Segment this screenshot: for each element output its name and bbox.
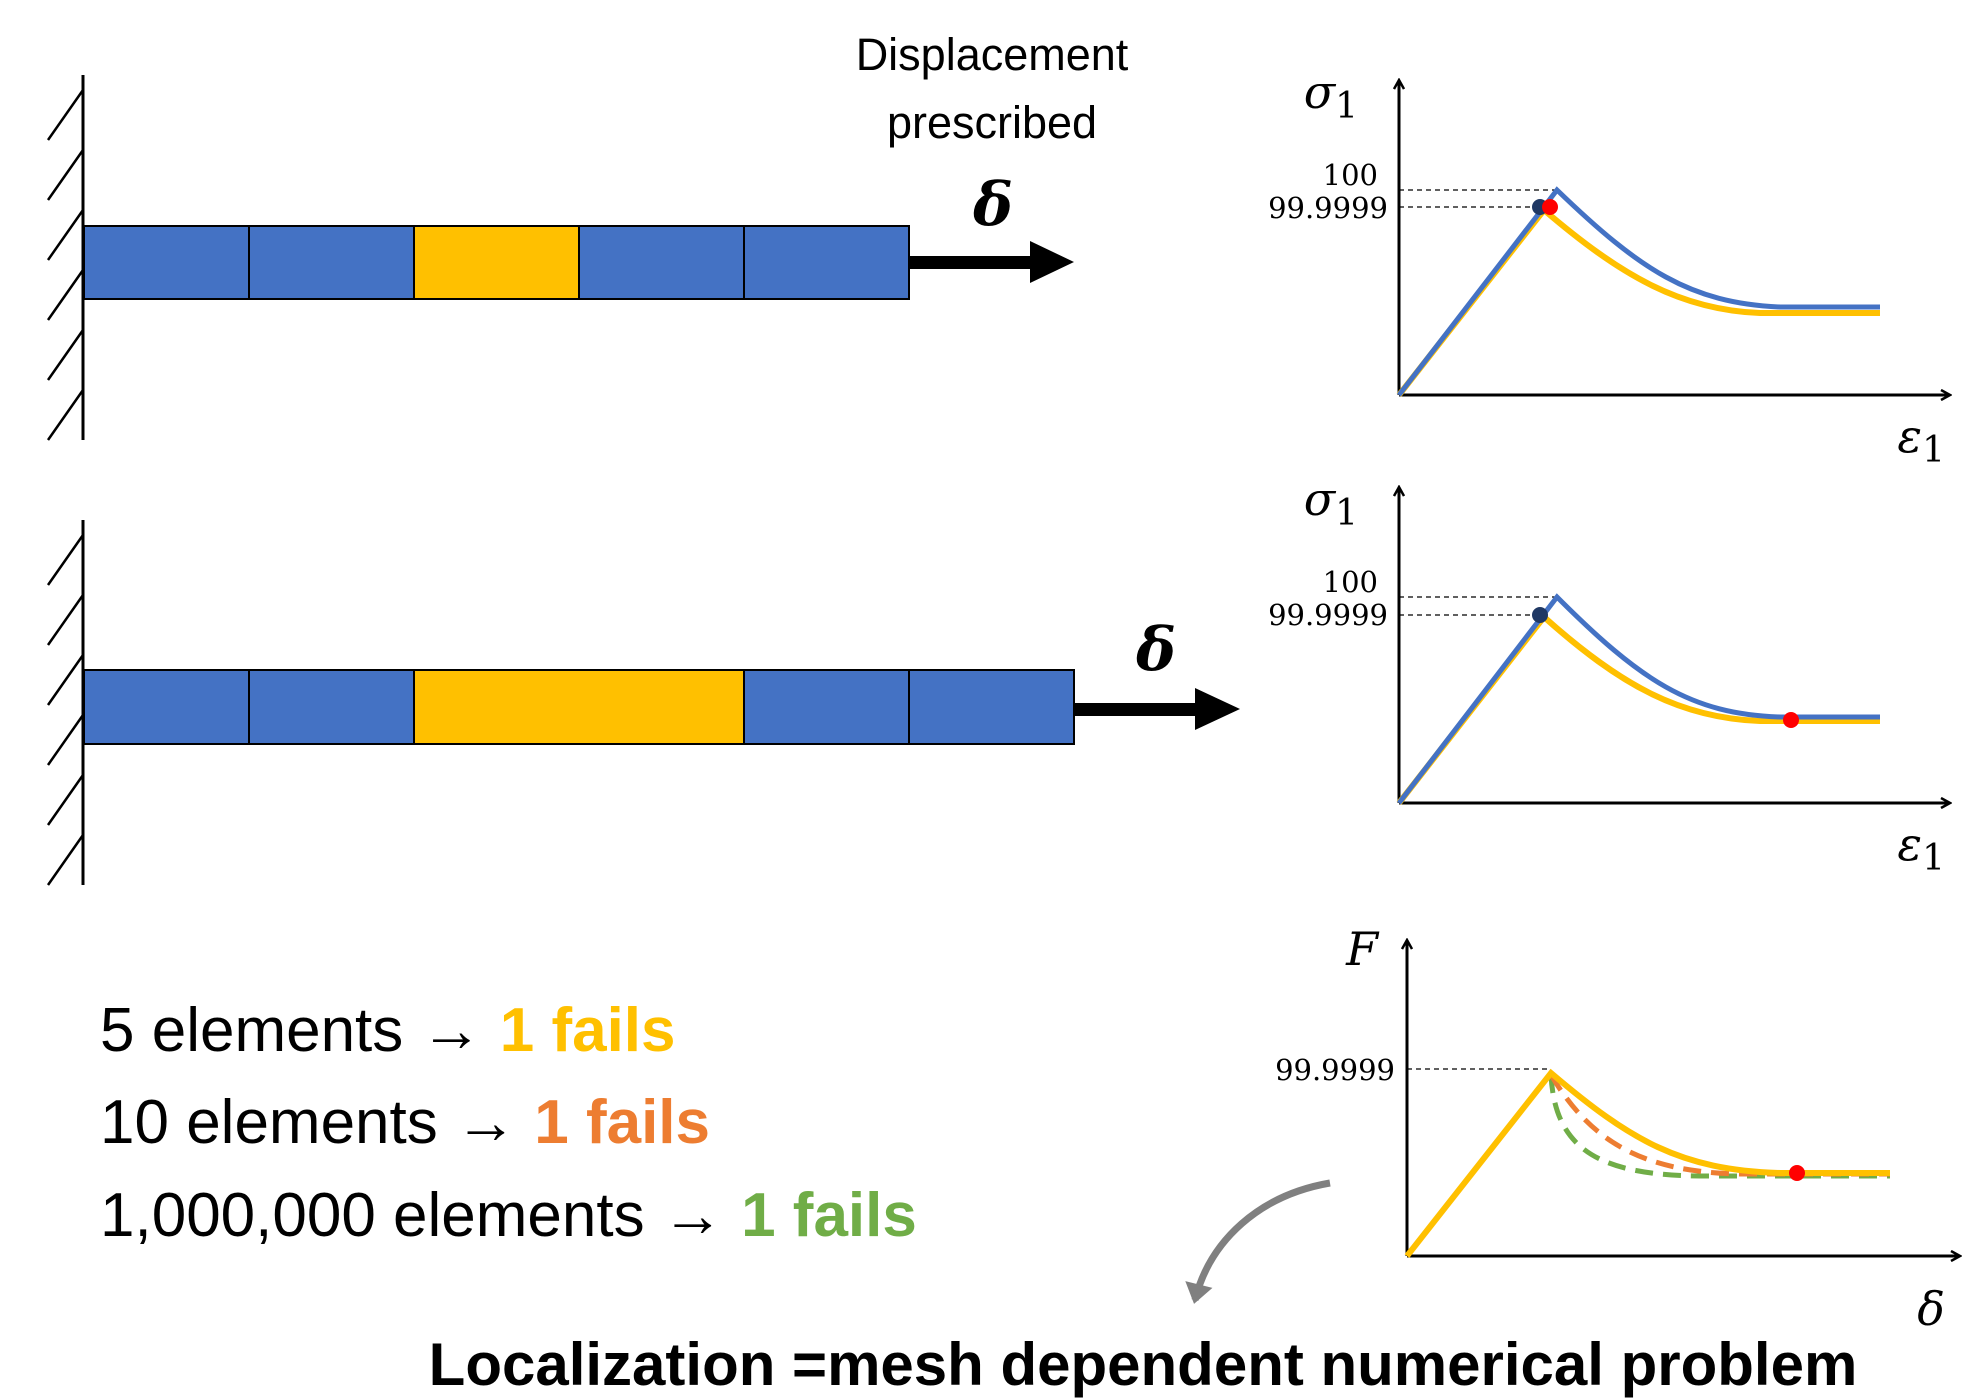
plot-top-y-label: σ1: [1304, 65, 1358, 127]
top-bar-assembly: δ Displacement prescribed: [46, 29, 1129, 441]
middle-wall-support: [46, 520, 85, 886]
middle-bar-assembly: δ: [46, 520, 1240, 886]
summary-line-5-elements: 5 elements → 1 fails: [100, 996, 676, 1065]
top-element-5: [743, 225, 910, 300]
top-bar: [83, 225, 910, 300]
middle-element-1: [83, 669, 250, 745]
plot-top-tick-99: 99.9999: [1268, 191, 1388, 225]
top-element-1: [83, 225, 250, 300]
curved-pointer-arrow: [1185, 1179, 1331, 1304]
plot-middle-point-red: [1783, 712, 1799, 728]
summary-result-3: 1 fails: [741, 1181, 917, 1250]
middle-element-4: [743, 669, 910, 745]
plot-middle-point-navy: [1532, 607, 1548, 623]
plot-top-curve-yellow: [1396, 205, 1880, 397]
top-element-2: [248, 225, 415, 300]
displacement-label-line1: Displacement: [856, 29, 1129, 80]
summary-arrow-1: →: [421, 996, 483, 1065]
plot-bottom-curve-green: [1548, 1074, 1890, 1179]
summary-result-2: 1 fails: [534, 1088, 710, 1157]
plot-middle-y-label: σ1: [1304, 472, 1358, 534]
plot-bottom-point-red: [1789, 1165, 1805, 1181]
middle-displacement-arrow: [1074, 688, 1240, 730]
force-displacement-plot: 99.9999 F δ: [1275, 922, 1960, 1336]
plot-middle-curve-yellow: [1396, 612, 1880, 805]
stress-strain-plot-middle: 100 99.9999 σ1 ε1: [1268, 472, 1950, 879]
summary-arrow-3: →: [662, 1181, 724, 1250]
summary-arrow-2: →: [455, 1088, 517, 1157]
plot-bottom-x-label: δ: [1917, 1282, 1945, 1336]
middle-element-5: [908, 669, 1075, 745]
plot-middle-x-label: ε1: [1897, 817, 1945, 879]
stress-strain-plot-top: 100 99.9999 σ1 ε1: [1268, 65, 1950, 471]
summary-result-1: 1 fails: [500, 996, 676, 1065]
plot-bottom-tick-99: 99.9999: [1275, 1053, 1395, 1087]
top-element-3-failed: [413, 225, 580, 300]
conclusion-text: Localization =mesh dependent numerical p…: [429, 1331, 1858, 1398]
middle-element-3-failed: [413, 669, 745, 745]
plot-middle-tick-99: 99.9999: [1268, 598, 1388, 632]
top-delta-label: δ: [972, 170, 1013, 240]
middle-delta-label: δ: [1135, 615, 1176, 685]
plot-bottom-y-label: F: [1345, 922, 1380, 976]
middle-bar: [83, 669, 1075, 745]
summary-line-1m-elements: 1,000,000 elements → 1 fails: [100, 1181, 917, 1250]
plot-top-point-red: [1542, 199, 1558, 215]
top-element-4: [578, 225, 745, 300]
top-displacement-arrow: [909, 241, 1074, 283]
plot-bottom-curve-orange: [1548, 1073, 1890, 1177]
plot-top-tick-100: 100: [1323, 158, 1378, 192]
plot-top-x-label: ε1: [1897, 409, 1945, 471]
element-count-summary: 5 elements → 1 fails 10 elements → 1 fai…: [100, 996, 917, 1250]
displacement-label-line2: prescribed: [887, 97, 1097, 148]
summary-line-10-elements: 10 elements → 1 fails: [100, 1088, 710, 1157]
plot-middle-tick-100: 100: [1323, 565, 1378, 599]
plot-top-curve-blue: [1397, 186, 1880, 397]
top-wall-support: [46, 75, 85, 441]
plot-bottom-curve-yellow: [1404, 1068, 1890, 1258]
middle-element-2: [248, 669, 415, 745]
plot-middle-curve-blue: [1397, 593, 1880, 805]
